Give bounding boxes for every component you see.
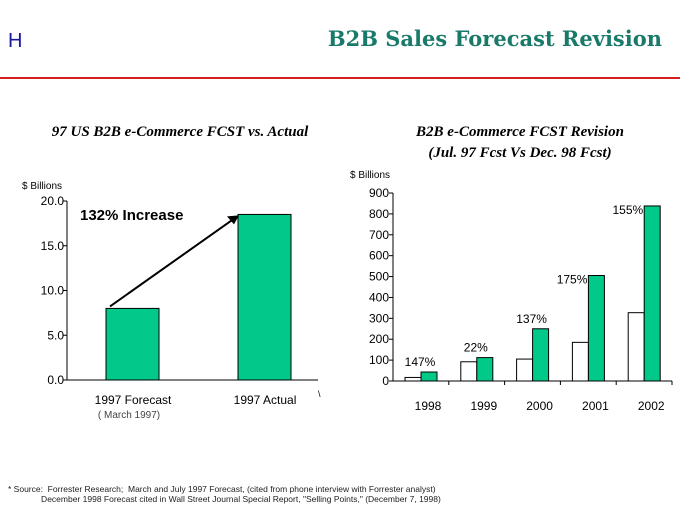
bar-jul97-2000 [516,358,534,382]
bar-jul97-1999 [460,361,478,382]
y-tick-label: 0 [382,374,389,388]
page-title: B2B Sales Forecast Revision [327,26,662,51]
bar-0 [105,307,160,381]
y-tick-label: 20.0 [41,194,65,208]
y-tick-label: 300 [369,311,389,325]
bar-jul97-1998 [404,376,422,382]
revision-label: 155% [612,203,643,217]
increase-arrow [109,218,234,308]
y-tick-label: 400 [369,290,389,304]
y-axis-label: $ Billions [22,181,62,192]
y-tick-label: 5.0 [47,328,64,342]
y-tick-label: 600 [369,249,389,263]
revision-label: 175% [557,273,588,287]
bar-dec98-1998 [420,371,438,382]
y-tick-label: 800 [369,207,389,221]
x-tick-label: 1998 [415,399,442,413]
y-tick-label: 500 [369,270,389,284]
bar-jul97-2002 [627,312,645,382]
title-divider [0,77,680,79]
x-tick-label: 1997 Actual [234,393,297,407]
x-tick-label: 1999 [470,399,497,413]
right-chart-title-2: (Jul. 97 Fcst Vs Dec. 98 Fcst) [428,145,612,161]
bar-dec98-2000 [532,328,550,382]
increase-annotation: 132% Increase [80,207,183,224]
right-chart-title-1: B2B e-Commerce FCST Revision [416,124,624,140]
bar-dec98-2001 [587,275,605,382]
source-footnote: * Source: Forrester Research; March and … [8,484,441,504]
source-line-1: * Source: Forrester Research; March and … [8,484,436,494]
x-tick-label: 1997 Forecast [95,393,172,407]
revision-label: 137% [516,312,547,326]
y-tick-label: 0.0 [47,373,64,387]
bar-1 [237,213,292,381]
y-axis-label: $ Billions [350,170,390,181]
charts-canvas: $ Billions 0.0 5.0 10.0 15.0 20.0 1997 Forecas… [22,170,673,421]
x-tick-label: 2000 [526,399,553,413]
x-tick-label: 2002 [638,399,665,413]
bar-dec98-1999 [476,357,494,382]
y-tick-label: 900 [369,186,389,200]
x-sublabel: ( March 1997) [98,410,160,421]
y-tick-label: 10.0 [41,284,65,298]
revision-label: 22% [464,341,488,355]
bar-jul97-2001 [571,341,589,382]
source-line-2: December 1998 Forecast cited in Wall Str… [8,494,441,504]
y-tick-label: 15.0 [41,239,65,253]
y-tick-label: 700 [369,228,389,242]
stray-mark: \ [318,389,321,399]
y-tick-label: 200 [369,332,389,346]
revision-label: 147% [405,355,436,369]
arrow-head-icon [227,215,239,225]
left-chart-title: 97 US B2B e-Commerce FCST vs. Actual [51,124,309,140]
x-tick-label: 2001 [582,399,609,413]
bar-dec98-2002 [643,205,661,382]
header-mark: H [8,30,23,52]
y-tick-label: 100 [369,353,389,367]
